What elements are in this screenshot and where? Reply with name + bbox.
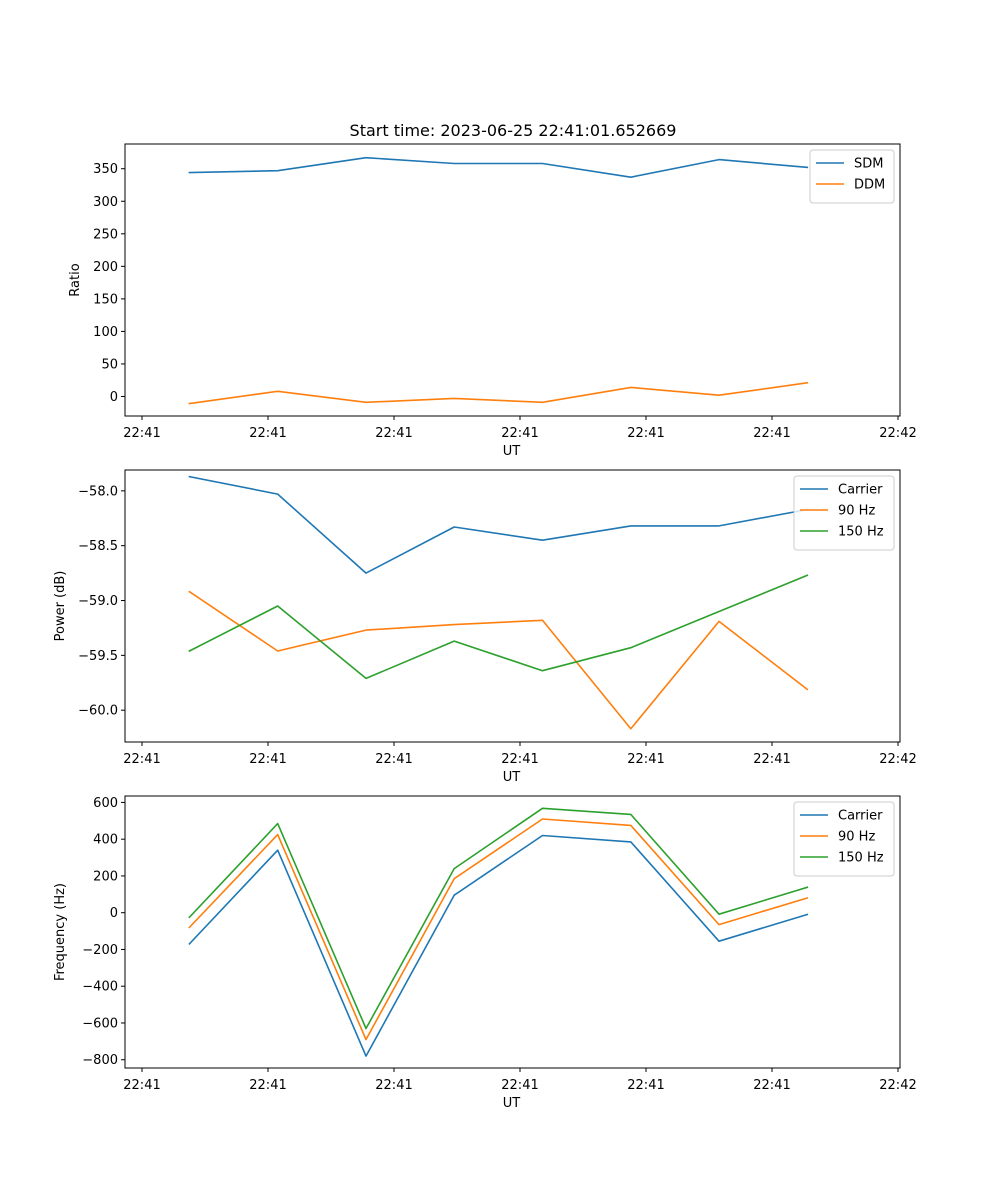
y-tick-label: 350 bbox=[93, 162, 118, 177]
y-tick-label: 50 bbox=[101, 357, 118, 372]
series-line-carrier bbox=[188, 475, 809, 574]
y-tick-label: 300 bbox=[93, 195, 118, 210]
legend-entry: 90 Hz bbox=[838, 830, 875, 845]
x-tick-label: 22:41 bbox=[501, 426, 538, 441]
x-tick-label: 22:41 bbox=[375, 752, 412, 767]
y-tick-label: −400 bbox=[82, 980, 118, 995]
legend-entry: SDM bbox=[854, 157, 883, 172]
legend: Carrier 90 Hz 150 Hz bbox=[793, 475, 895, 551]
x-tick-label: 22:42 bbox=[879, 1078, 916, 1093]
x-tick-label: 22:41 bbox=[501, 752, 538, 767]
series-line-carrier bbox=[188, 834, 809, 1057]
x-tick-label: 22:41 bbox=[753, 426, 790, 441]
y-tick-label: 600 bbox=[93, 796, 118, 811]
panel-2: −60.0 −59.5 −59.0 −58.5 −58.0 22:41 22:41 22:41… bbox=[53, 469, 917, 785]
x-tick-label: 22:41 bbox=[501, 1078, 538, 1093]
series-line-90-hz bbox=[188, 818, 809, 1041]
x-tick-label: 22:41 bbox=[753, 752, 790, 767]
plot-frame bbox=[124, 469, 901, 743]
y-tick-label: 400 bbox=[93, 833, 118, 848]
legend-entry: 90 Hz bbox=[838, 504, 875, 519]
x-tick-label: 22:42 bbox=[879, 426, 916, 441]
panel-1: 0 50 100 150 200 250 300 350 22:41 22:41 22:41 22:4… bbox=[68, 143, 917, 459]
x-tick-label: 22:41 bbox=[249, 426, 286, 441]
y-tick-label: 200 bbox=[93, 260, 118, 275]
x-tick-label: 22:41 bbox=[249, 752, 286, 767]
x-tick-label: 22:41 bbox=[753, 1078, 790, 1093]
x-tick-label: 22:41 bbox=[123, 1078, 160, 1093]
legend-entry: 150 Hz bbox=[838, 525, 884, 540]
y-tick-label: −200 bbox=[82, 943, 118, 958]
x-tick-label: 22:41 bbox=[123, 752, 160, 767]
y-tick-label: −60.0 bbox=[78, 704, 118, 719]
y-tick-label: −59.5 bbox=[78, 649, 118, 664]
x-tick-label: 22:41 bbox=[627, 752, 664, 767]
x-axis-label: UT bbox=[503, 1096, 521, 1111]
y-tick-label: −58.5 bbox=[78, 539, 118, 554]
x-tick-label: 22:41 bbox=[375, 1078, 412, 1093]
x-tick-label: 22:41 bbox=[375, 426, 412, 441]
legend: SDM DDM bbox=[809, 149, 895, 204]
legend-entry: DDM bbox=[854, 178, 885, 193]
y-tick-label: 150 bbox=[93, 292, 118, 307]
y-tick-label: 100 bbox=[93, 325, 118, 340]
y-tick-label: −800 bbox=[82, 1053, 118, 1068]
y-tick-label: 250 bbox=[93, 227, 118, 242]
y-axis-label: Frequency (Hz) bbox=[53, 883, 68, 981]
series-line-sdm bbox=[188, 156, 809, 178]
y-tick-label: −58.0 bbox=[78, 484, 118, 499]
figure-title: Start time: 2023-06-25 22:41:01.652669 bbox=[350, 121, 677, 140]
x-tick-label: 22:41 bbox=[627, 426, 664, 441]
series-line-ddm bbox=[188, 381, 809, 405]
y-tick-label: −59.0 bbox=[78, 594, 118, 609]
x-axis-label: UT bbox=[503, 770, 521, 785]
legend-entry: Carrier bbox=[838, 809, 883, 824]
y-tick-label: −600 bbox=[82, 1016, 118, 1031]
y-tick-label: 200 bbox=[93, 869, 118, 884]
y-axis-label: Power (dB) bbox=[53, 571, 68, 642]
legend: Carrier 90 Hz 150 Hz bbox=[793, 801, 895, 877]
x-tick-label: 22:41 bbox=[627, 1078, 664, 1093]
legend-entry: 150 Hz bbox=[838, 851, 884, 866]
plot-frame bbox=[124, 795, 901, 1069]
series-line-150-hz bbox=[188, 574, 809, 680]
y-tick-label: 0 bbox=[110, 390, 118, 405]
legend-entry: Carrier bbox=[838, 483, 883, 498]
panels: 0 50 100 150 200 250 300 350 22:41 22:41 22:41 22:4… bbox=[53, 143, 917, 1111]
x-axis-label: UT bbox=[503, 444, 521, 459]
x-tick-label: 22:41 bbox=[249, 1078, 286, 1093]
plot-frame bbox=[124, 143, 901, 417]
panel-3: −800 −600 −400 −200 0 200 400 600 22:41 22:41 22:4… bbox=[53, 795, 917, 1111]
y-axis-label: Ratio bbox=[68, 263, 83, 296]
y-tick-label: 0 bbox=[110, 906, 118, 921]
series-line-150-hz bbox=[188, 807, 809, 1030]
x-tick-label: 22:42 bbox=[879, 752, 916, 767]
series-line-90-hz bbox=[188, 590, 809, 730]
x-tick-label: 22:41 bbox=[123, 426, 160, 441]
